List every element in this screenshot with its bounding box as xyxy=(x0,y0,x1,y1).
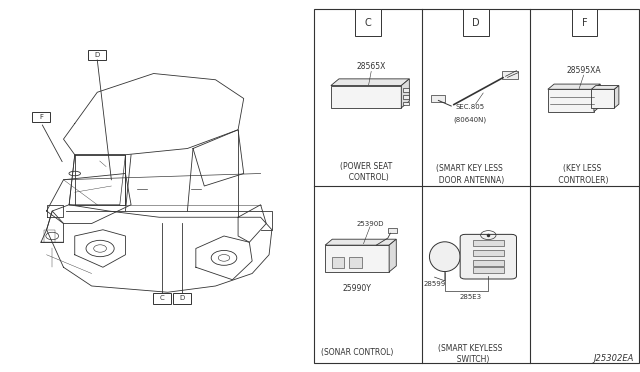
Ellipse shape xyxy=(429,242,460,272)
Bar xyxy=(388,228,397,233)
Polygon shape xyxy=(331,79,410,86)
Bar xyxy=(473,250,504,256)
Bar xyxy=(332,257,344,268)
Bar xyxy=(548,89,594,112)
Polygon shape xyxy=(591,86,619,89)
Polygon shape xyxy=(325,239,396,245)
Bar xyxy=(403,102,409,105)
Text: F: F xyxy=(39,114,43,120)
Bar xyxy=(473,267,504,273)
Text: 25990Y: 25990Y xyxy=(342,284,372,293)
Bar xyxy=(314,9,639,363)
Polygon shape xyxy=(548,84,600,89)
Bar xyxy=(403,95,409,99)
Bar xyxy=(349,257,362,268)
Bar xyxy=(473,260,504,266)
Text: (KEY LESS
 CONTROLER): (KEY LESS CONTROLER) xyxy=(556,164,609,185)
Text: C: C xyxy=(159,295,164,301)
Bar xyxy=(88,49,106,60)
Text: 285E3: 285E3 xyxy=(460,294,481,300)
Bar xyxy=(572,9,597,36)
Text: D: D xyxy=(179,295,184,301)
Text: (80640N): (80640N) xyxy=(454,116,487,122)
Polygon shape xyxy=(594,84,600,112)
Text: 28565X: 28565X xyxy=(356,62,386,71)
Bar xyxy=(314,9,639,363)
Text: C: C xyxy=(365,18,371,28)
Bar xyxy=(463,9,489,36)
Polygon shape xyxy=(389,239,396,272)
Text: (POWER SEAT
  CONTROL): (POWER SEAT CONTROL) xyxy=(340,162,392,182)
Text: (SMART KEYLESS
  SWITCH): (SMART KEYLESS SWITCH) xyxy=(438,344,502,364)
Text: 28599: 28599 xyxy=(424,281,445,287)
Text: 28595XA: 28595XA xyxy=(566,66,601,75)
Bar xyxy=(355,9,381,36)
Text: 25390D: 25390D xyxy=(356,221,383,227)
Text: D: D xyxy=(472,18,480,28)
Text: J25302EA: J25302EA xyxy=(593,355,634,363)
Bar xyxy=(173,293,191,304)
Text: F: F xyxy=(582,18,587,28)
Text: (SMART KEY LESS
  DOOR ANTENNA): (SMART KEY LESS DOOR ANTENNA) xyxy=(434,164,504,185)
Text: D: D xyxy=(95,52,100,58)
FancyBboxPatch shape xyxy=(460,234,516,279)
Text: (SONAR CONTROL): (SONAR CONTROL) xyxy=(321,348,394,357)
Ellipse shape xyxy=(69,171,81,176)
Bar xyxy=(325,245,389,272)
Bar xyxy=(431,95,445,102)
Text: SEC.805: SEC.805 xyxy=(456,104,485,110)
Bar xyxy=(591,89,614,108)
Polygon shape xyxy=(614,86,619,108)
Bar xyxy=(473,240,504,246)
Bar xyxy=(32,112,50,122)
Bar xyxy=(331,86,401,108)
Polygon shape xyxy=(401,79,410,108)
Bar xyxy=(502,71,518,79)
Bar xyxy=(153,293,171,304)
Bar xyxy=(403,88,409,92)
